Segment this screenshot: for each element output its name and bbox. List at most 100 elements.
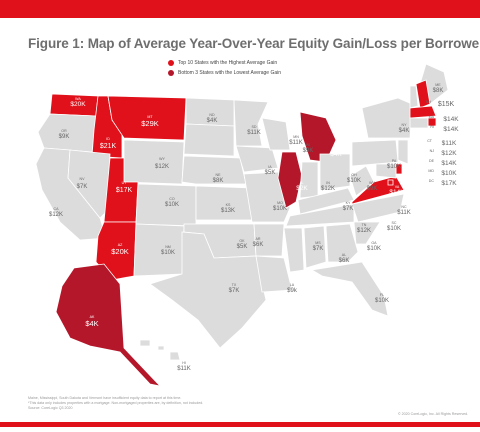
state-nv	[67, 149, 111, 219]
state-value-ok: $5K	[237, 244, 248, 250]
state-value-ma: $14K	[443, 116, 459, 123]
state-abbr-fl: FL	[380, 293, 384, 297]
state-abbr-me: ME	[435, 83, 441, 87]
state-abbr-ia: IA	[268, 165, 272, 169]
state-abbr-nj: NJ	[430, 149, 435, 153]
map-legend: Top 10 States with the Highest Average G…	[168, 58, 281, 78]
state-ga	[325, 223, 359, 263]
state-oh	[319, 153, 351, 191]
state-value-nh: $15K	[438, 101, 455, 108]
state-abbr-sc: SC	[392, 221, 397, 225]
state-value-mo: $10K	[273, 206, 287, 212]
state-value-la: $9k	[287, 288, 298, 294]
state-abbr-ct: CT	[427, 139, 433, 143]
state-abbr-ne: NE	[216, 173, 222, 177]
state-value-ut: $17K	[116, 187, 133, 194]
state-ma	[409, 105, 437, 119]
state-pa	[351, 139, 399, 167]
state-abbr-mo: MO	[277, 201, 283, 205]
page-title: Figure 1: Map of Average Year-Over-Year …	[28, 36, 480, 51]
state-abbr-de: DE	[429, 159, 435, 163]
state-abbr-al: AL	[342, 253, 346, 257]
state-value-nc: $11K	[397, 210, 411, 216]
state-value-nj: $12K	[441, 150, 457, 157]
state-abbr-ks: KS	[226, 203, 231, 207]
state-abbr-wy: WY	[159, 157, 165, 161]
state-abbr-la: LA	[290, 283, 295, 287]
state-abbr-tx: TX	[232, 283, 237, 287]
state-value-de: $14K	[441, 160, 457, 167]
state-value-az: $20K	[111, 247, 129, 256]
state-abbr-pa: PA	[392, 159, 397, 163]
state-value-ct: $11K	[442, 140, 457, 147]
state-abbr-oh: OH	[351, 173, 357, 177]
state-value-nd: $4K	[207, 118, 218, 124]
legend-swatch-bottom	[168, 70, 174, 76]
state-value-ak: $4K	[85, 319, 98, 328]
state-value-me: $8K	[433, 88, 444, 94]
state-value-ny: $4K	[399, 128, 410, 134]
state-mt	[107, 95, 187, 141]
state-value-sd: $11K	[247, 130, 261, 136]
footnote-line-2: *This data only includes properties with…	[28, 401, 204, 405]
state-value-ga: $10K	[367, 246, 381, 252]
state-abbr-ga: GA	[371, 241, 377, 245]
state-abbr-dc: DC	[429, 179, 435, 183]
state-value-dc: $17K	[441, 180, 457, 187]
state-value-ia: $5K	[265, 170, 276, 176]
state-dc	[387, 179, 394, 186]
state-value-va: $14K	[389, 189, 405, 196]
state-abbr-wi: WI	[306, 143, 310, 147]
state-value-tx: $7K	[229, 288, 240, 294]
legend-item-bottom: Bottom 3 States with the Lowest Average …	[168, 68, 281, 78]
state-tx	[149, 231, 267, 349]
footnote-line-1: Maine, Mississippi, South Dakota and Ver…	[28, 396, 182, 400]
state-value-wa: $20K	[70, 101, 86, 108]
state-value-ky: $7K	[343, 206, 354, 212]
state-abbr-nd: ND	[209, 113, 215, 117]
state-value-wi: $9K	[303, 148, 314, 154]
state-ak	[55, 263, 162, 387]
state-abbr-co: CO	[169, 197, 175, 201]
state-hi	[139, 339, 181, 361]
state-abbr-ri: RI	[430, 125, 434, 129]
state-value-ca: $12K	[49, 212, 63, 218]
state-value-wv: $9K	[367, 186, 378, 192]
state-value-sc: $10K	[387, 226, 401, 232]
state-abbr-ms: MS	[315, 241, 321, 245]
state-abbr-in: IN	[326, 181, 330, 185]
state-abbr-or: OR	[61, 129, 67, 133]
state-value-or: $9K	[59, 134, 70, 140]
state-nm	[133, 223, 185, 277]
state-abbr-nv: NV	[80, 177, 86, 181]
state-md	[375, 163, 397, 179]
copyright: © 2020 CoreLogic, Inc. All Rights Reserv…	[398, 412, 469, 416]
state-abbr-sd: SD	[252, 125, 257, 129]
legend-item-top: Top 10 States with the Highest Average G…	[168, 58, 281, 68]
state-labels: WA$20KOR$9KCA$12KID$21KNV$7KMT$29KWY$12K…	[49, 83, 459, 372]
state-value-tn: $12K	[357, 228, 371, 234]
state-value-fl: $10K	[375, 298, 389, 304]
state-abbr-ok: OK	[239, 239, 245, 243]
state-abbr-hi: HI	[182, 361, 186, 365]
state-value-hi: $11K	[177, 366, 191, 372]
state-abbr-nc: NC	[401, 205, 407, 209]
state-value-il: $2K	[296, 185, 308, 192]
state-nh	[415, 79, 431, 109]
state-abbr-va: VA	[395, 185, 400, 189]
state-ne	[181, 155, 247, 185]
footnote-line-3: Source: CoreLogic Q3 2020	[28, 406, 73, 410]
state-in	[299, 161, 319, 199]
legend-label-top: Top 10 States with the Highest Average G…	[178, 60, 278, 66]
state-value-oh: $10K	[347, 178, 361, 184]
state-value-mi: $4K	[330, 151, 342, 158]
state-wy	[123, 139, 185, 185]
state-value-in: $12K	[321, 186, 335, 192]
state-value-co: $10K	[165, 202, 179, 208]
state-abbr-mn: MN	[293, 135, 299, 139]
state-ia	[235, 145, 279, 173]
state-wv	[349, 165, 375, 197]
state-abbr-wa: WA	[75, 97, 81, 101]
